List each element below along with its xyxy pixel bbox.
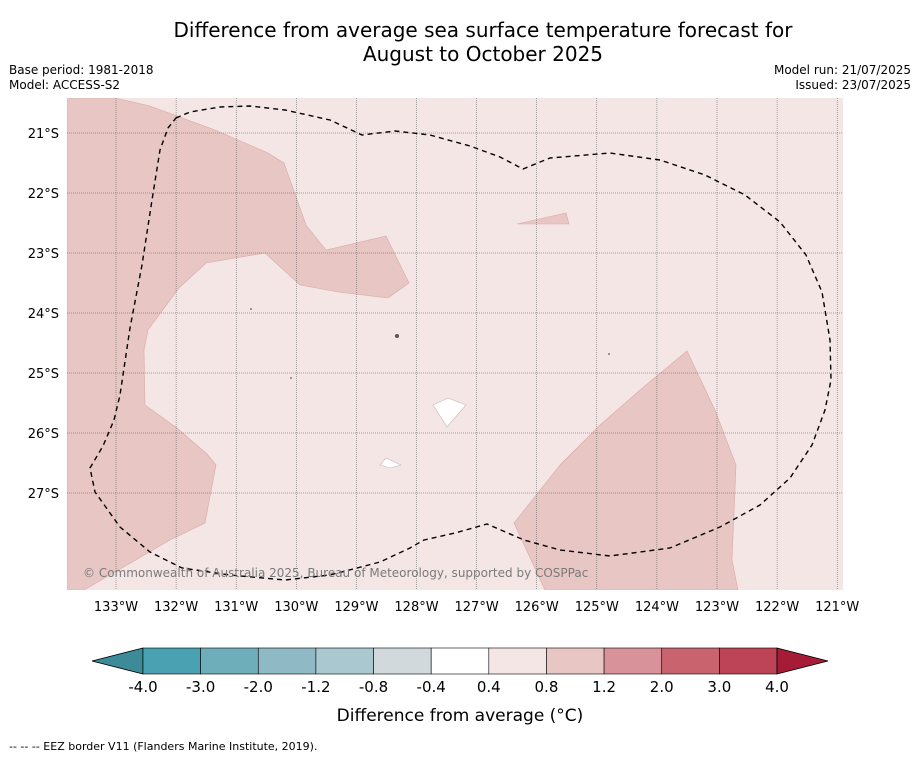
island-marker (395, 334, 399, 338)
base-period-text: Base period: 1981-2018 (9, 63, 154, 77)
warm-anomaly-region-southeast (513, 350, 739, 590)
colorbar-tick-label: -4.0 (128, 678, 157, 696)
longitude-label: 126°W (515, 600, 559, 615)
colorbar-extend-low (91, 647, 144, 675)
model-text: Model: ACCESS-S2 (9, 78, 121, 92)
colorbar-segment (142, 647, 201, 675)
colorbar-segment (430, 647, 490, 675)
longitude-label: 122°W (755, 600, 799, 615)
longitude-label: 125°W (575, 600, 619, 615)
latitude-label: 23°S (28, 247, 59, 262)
longitude-label: 121°W (815, 600, 859, 615)
latitude-label: 27°S (28, 487, 59, 502)
copyright-text: © Commonwealth of Australia 2025, Bureau… (83, 566, 588, 580)
colorbar-tick-label: -3.0 (186, 678, 215, 696)
longitude-label: 130°W (274, 600, 318, 615)
longitude-label: 123°W (695, 600, 739, 615)
latitude-label: 26°S (28, 427, 59, 442)
colorbar-tick-label: -1.2 (301, 678, 330, 696)
colorbar-tick-label: -0.4 (417, 678, 446, 696)
colorbar-segment (257, 647, 317, 675)
neutral-patch-2 (379, 457, 402, 469)
colorbar-tick-label: 3.0 (707, 678, 731, 696)
colorbar-segment (373, 647, 432, 675)
colorbar-segment (315, 647, 374, 675)
latitude-label: 22°S (28, 187, 59, 202)
map-title-line-2: August to October 2025 (362, 42, 604, 66)
colorbar: -4.0 -3.0 -2.0 -1.2 -0.8 -0.4 0.4 0.8 1.2 2.0 3.0 4… (91, 647, 829, 696)
eez-border (89, 105, 832, 581)
neutral-patch-1 (432, 397, 467, 428)
base-info: Base period: 1981-2018 Model: ACCESS-S2 (9, 63, 154, 93)
colorbar-segment (488, 647, 547, 675)
colorbar-segment (546, 647, 605, 675)
issued-text: Issued: 23/07/2025 (795, 78, 911, 92)
colorbar-tick-label: -0.8 (359, 678, 388, 696)
island-marker (250, 308, 252, 310)
longitude-label: 132°W (154, 600, 198, 615)
colorbar-tick-label: 0.8 (535, 678, 559, 696)
warm-anomaly-sliver (516, 212, 570, 225)
longitude-label: 127°W (455, 600, 499, 615)
longitude-label: 133°W (94, 600, 138, 615)
colorbar-segment (200, 647, 259, 675)
colorbar-segment (719, 647, 778, 675)
colorbar-tick-label: 0.4 (477, 678, 501, 696)
colorbar-tick-label: 2.0 (650, 678, 674, 696)
latitude-labels: 21°S 22°S 23°S 24°S 25°S 26°S 27°S (28, 127, 59, 502)
colorbar-title: Difference from average (°C) (337, 706, 584, 726)
colorbar-tick-label: -2.0 (244, 678, 273, 696)
longitude-label: 131°W (214, 600, 258, 615)
eez-footnote: -- -- -- EEZ border V11 (Flanders Marine… (9, 740, 318, 753)
map-figure: © Commonwealth of Australia 2025, Bureau… (28, 98, 860, 726)
longitude-label: 124°W (635, 600, 679, 615)
colorbar-segment (661, 647, 720, 675)
colorbar-extend-high (776, 647, 829, 675)
run-info: Model run: 21/07/2025 Issued: 23/07/2025 (774, 63, 911, 93)
colorbar-tick-label: 1.2 (592, 678, 616, 696)
latitude-label: 24°S (28, 307, 59, 322)
latitude-label: 25°S (28, 367, 59, 382)
map-title-line-1: Difference from average sea surface temp… (173, 18, 793, 42)
longitude-labels: 133°W 132°W 131°W 130°W 129°W 128°W 127°W 126°W… (94, 600, 860, 615)
colorbar-segment (603, 647, 663, 675)
colorbar-tick-label: 4.0 (765, 678, 789, 696)
longitude-label: 128°W (394, 600, 438, 615)
longitude-label: 129°W (334, 600, 378, 615)
island-marker (608, 353, 610, 355)
graticule (67, 98, 843, 590)
map-title: Difference from average sea surface temp… (0, 18, 919, 66)
model-run-text: Model run: 21/07/2025 (773, 63, 911, 77)
latitude-label: 21°S (28, 127, 59, 142)
map-area (67, 98, 843, 590)
island-marker (290, 377, 292, 379)
